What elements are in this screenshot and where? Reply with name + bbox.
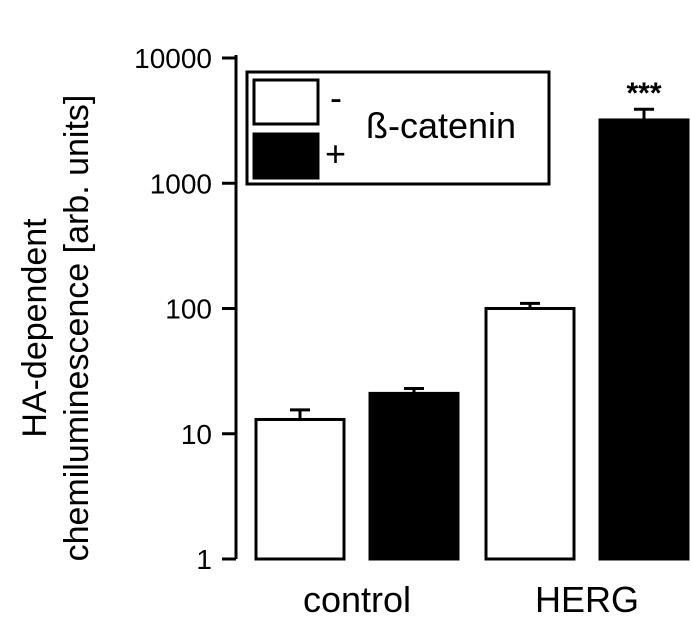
y-tick-label: 1000 [150, 168, 212, 199]
legend-swatch-minus [252, 78, 320, 126]
category-label-control: control [303, 579, 411, 620]
significance-annotation: *** [626, 77, 661, 110]
bar-herg-minus [484, 307, 576, 561]
y-tick-label: 1 [196, 544, 212, 575]
bar-control-plus [368, 391, 460, 561]
category-label-herg: HERG [535, 579, 639, 620]
bar-control-minus [254, 417, 346, 561]
legend-swatch-plus [252, 132, 320, 180]
y-axis-label-line-2: chemiluminescence [arb. units] [58, 95, 96, 562]
legend-label-minus: - [330, 77, 342, 118]
y-tick-label: 10000 [134, 43, 212, 74]
legend: - + ß-catenin [245, 70, 551, 186]
y-tick-label: 100 [165, 294, 212, 325]
legend-title: ß-catenin [366, 105, 516, 146]
bars [254, 107, 690, 561]
bar-herg-plus [598, 118, 690, 561]
y-axis-label-line-1: HA-dependent [16, 218, 54, 438]
y-tick-label: 10 [181, 419, 212, 450]
y-axis-ticks: 1 10 100 1000 10000 [134, 43, 236, 575]
legend-label-plus: + [325, 133, 346, 174]
